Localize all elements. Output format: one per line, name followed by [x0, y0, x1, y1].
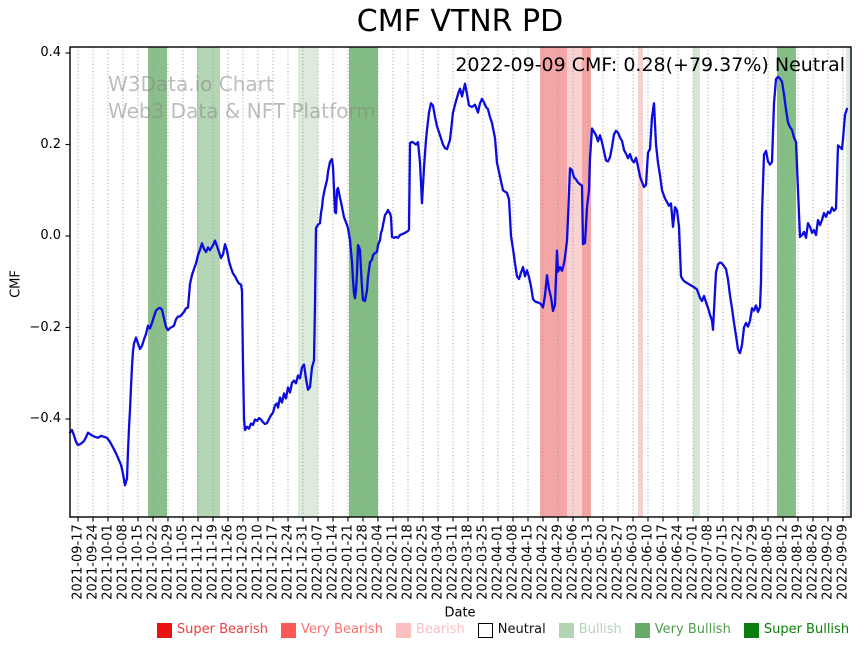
x-tick-label: 2021-12-31 [295, 524, 311, 600]
x-tick-label: 2022-04-15 [520, 524, 536, 600]
y-tick-label: 0.4 [40, 45, 61, 60]
y-tick-label: −0.2 [29, 319, 61, 335]
legend-item-super-bearish: Super Bearish [156, 621, 268, 639]
x-tick-label: 2021-11-12 [190, 524, 206, 600]
x-tick-label: 2022-07-22 [730, 524, 746, 600]
axes-spines [69, 46, 852, 518]
legend-item-bullish: Bullish [558, 621, 622, 639]
cmf-series-line [68, 75, 849, 487]
latest-value-annotation: 2022-09-09 CMF: 0.28(+79.37%) Neutral [455, 54, 845, 76]
chart-title: CMF VTNR PD [356, 4, 564, 39]
sentiment-band-bearish [567, 47, 582, 517]
x-tick-label: 2022-05-20 [595, 524, 611, 600]
x-tick-label: 2022-05-13 [580, 524, 596, 600]
x-tick-label: 2022-01-14 [325, 524, 341, 600]
x-tick-label: 2022-07-29 [745, 524, 761, 600]
legend-swatch-bullish [558, 622, 574, 638]
x-tick-label: 2022-08-26 [805, 524, 821, 600]
x-tick-label: 2022-06-17 [655, 524, 671, 600]
sentiment-legend: Super Bearish Very Bearish Bearish Neutral B… [150, 620, 856, 640]
x-tick-label: 2022-02-04 [370, 524, 386, 600]
x-tick-label: 2021-10-15 [130, 524, 146, 600]
x-tick-label: 2021-10-22 [145, 524, 161, 600]
y-tick-label: −0.4 [29, 411, 61, 426]
legend-label-bearish: Bearish [415, 622, 465, 637]
x-tick-label: 2022-08-12 [775, 524, 791, 600]
legend-swatch-bearish [395, 622, 411, 638]
sentiment-band-very-bearish [540, 47, 567, 517]
x-tick-label: 2022-06-03 [625, 524, 641, 600]
watermark-line2: Web3 Data & NFT Platform [108, 99, 376, 123]
x-tick-label: 2022-05-27 [610, 524, 626, 600]
x-tick-label: 2021-10-29 [160, 524, 176, 600]
sentiment-band-bullish [693, 47, 700, 517]
watermark-line1: W3Data.io Chart [108, 72, 274, 96]
legend-item-bearish: Bearish [395, 621, 465, 639]
x-tick-label: 2022-04-01 [490, 524, 506, 600]
legend-label-super-bullish: Super Bullish [763, 622, 850, 637]
x-tick-label: 2022-03-25 [475, 524, 491, 600]
legend-swatch-super-bearish [156, 622, 172, 638]
x-tick-label: 2021-09-17 [70, 524, 86, 600]
sentiment-band-very-bullish [777, 47, 796, 517]
x-tick-label: 2021-12-10 [250, 524, 266, 600]
x-tick-label: 2022-01-07 [310, 524, 326, 600]
x-axis-label: Date [444, 605, 476, 621]
x-tick-label: 2022-06-24 [670, 524, 686, 600]
x-tick-label: 2022-07-01 [685, 524, 701, 600]
x-tick-label: 2022-01-21 [340, 524, 356, 600]
legend-label-super-bearish: Super Bearish [176, 622, 268, 637]
sentiment-band-bullish [197, 47, 220, 517]
x-tick-label: 2022-08-05 [760, 524, 776, 600]
x-tick-label: 2021-10-01 [100, 524, 116, 600]
x-tick-label: 2021-09-24 [85, 524, 101, 600]
legend-swatch-very-bullish [634, 622, 650, 638]
x-tick-label: 2022-04-22 [535, 524, 551, 600]
x-tick-label: 2022-02-25 [415, 524, 431, 600]
x-tick-label: 2022-09-02 [820, 524, 836, 600]
legend-label-very-bearish: Very Bearish [301, 622, 383, 637]
x-tick-label: 2021-11-05 [175, 524, 191, 600]
x-tick-label: 2021-11-19 [205, 524, 221, 600]
legend-item-very-bullish: Very Bullish [634, 621, 731, 639]
x-tick-label: 2021-12-24 [280, 524, 296, 600]
x-tick-label: 2021-12-17 [265, 524, 281, 600]
x-tick-label: 2021-11-26 [220, 524, 236, 600]
x-tick-label: 2021-10-08 [115, 524, 131, 600]
x-tick-label: 2022-07-08 [700, 524, 716, 600]
legend-item-neutral: Neutral [477, 621, 546, 639]
y-tick-label: 0.0 [40, 228, 61, 243]
legend-label-very-bullish: Very Bullish [654, 622, 731, 637]
x-tick-label: 2022-09-09 [835, 524, 851, 600]
x-tick-label: 2022-04-08 [505, 524, 521, 600]
x-tick-label: 2021-12-03 [235, 524, 251, 600]
x-tick-label: 2022-04-29 [550, 524, 566, 600]
x-tick-label: 2022-01-28 [355, 524, 371, 600]
legend-swatch-super-bullish [743, 622, 759, 638]
sentiment-band-bullish [846, 47, 851, 517]
legend-item-very-bearish: Very Bearish [281, 621, 383, 639]
legend-label-bullish: Bullish [578, 622, 622, 637]
x-tick-label: 2022-08-19 [790, 524, 806, 600]
x-tick-label: 2022-02-18 [400, 524, 416, 600]
x-tick-label: 2022-02-11 [385, 524, 401, 600]
legend-swatch-neutral [477, 622, 493, 638]
y-tick-label: 0.2 [40, 136, 61, 152]
legend-item-super-bullish: Super Bullish [743, 621, 850, 639]
x-tick-label: 2022-03-04 [430, 524, 446, 600]
sentiment-band-bearish [638, 47, 643, 517]
x-tick-label: 2022-07-15 [715, 524, 731, 600]
sentiment-band-very-bearish [582, 47, 591, 517]
sentiment-band-bullish [298, 47, 318, 517]
sentiment-band-very-bullish [148, 47, 167, 517]
x-tick-label: 2022-03-18 [460, 524, 476, 600]
legend-swatch-very-bearish [281, 622, 296, 638]
x-tick-label: 2022-06-10 [640, 524, 656, 600]
legend-label-neutral: Neutral [497, 622, 546, 637]
x-tick-label: 2022-03-11 [445, 524, 461, 600]
x-tick-label: 2022-05-06 [565, 524, 581, 600]
y-axis-label: CMF [8, 270, 24, 298]
